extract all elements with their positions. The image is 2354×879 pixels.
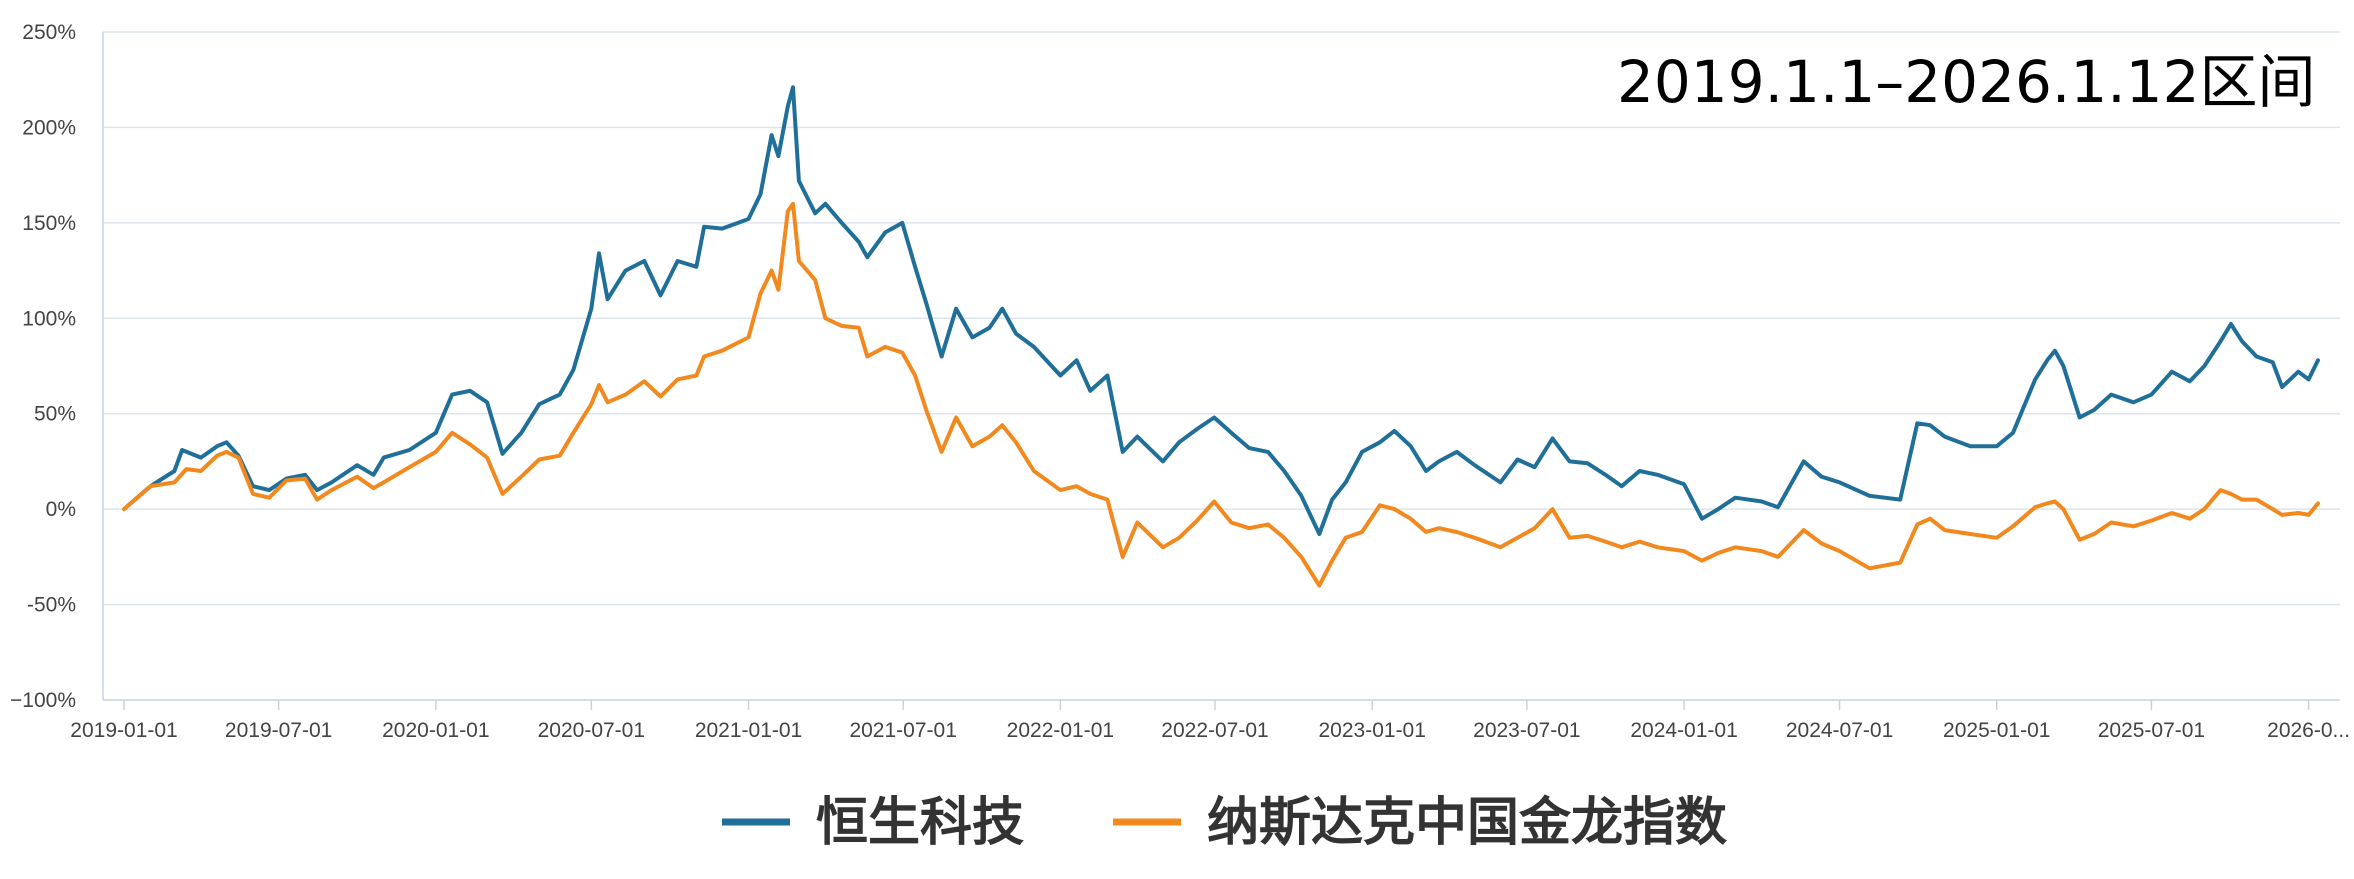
y-tick-label: 250% [22, 21, 76, 44]
legend-label-golden-dragon: 纳斯达克中国金龙指数 [1207, 793, 1727, 853]
x-tick-label: 2024-07-01 [1786, 719, 1893, 742]
period-annotation: 2019.1.1–2026.1.12区间 [1617, 48, 2315, 116]
series-lines [122, 85, 2320, 588]
y-tick-label: 100% [22, 307, 76, 330]
x-tick-label: 2023-07-01 [1473, 719, 1580, 742]
x-tick-label: 2021-01-01 [695, 719, 802, 742]
legend-label-hstech: 恒生科技 [816, 793, 1024, 853]
x-tick-label: 2020-01-01 [382, 719, 489, 742]
series-line-1 [122, 201, 2320, 588]
y-tick-label: 150% [22, 212, 76, 235]
x-tick-label: 2020-07-01 [538, 719, 645, 742]
x-tick-label: 2019-07-01 [225, 719, 332, 742]
x-tick-label: 2026-0... [2267, 719, 2350, 742]
grid-lines [103, 31, 2340, 606]
axes [102, 32, 2340, 701]
x-tick-label: 2021-07-01 [849, 719, 956, 742]
x-tick-label: 2025-07-01 [2098, 719, 2205, 742]
x-tick-label: 2023-01-01 [1319, 719, 1426, 742]
y-tick-label: 200% [22, 116, 76, 139]
x-tick-label: 2024-01-01 [1630, 719, 1737, 742]
series-line-0 [122, 85, 2320, 536]
x-tick-label: 2025-01-01 [1943, 719, 2050, 742]
legend: 恒生科技 纳斯达克中国金龙指数 [722, 793, 1727, 853]
x-tick-label: 2019-01-01 [70, 719, 177, 742]
y-tick-labels: −100% -50% 0% 50% 100% 150% 200% 250% [10, 21, 76, 712]
y-tick-label: 50% [34, 403, 76, 426]
y-tick-label: 0% [46, 498, 76, 521]
y-tick-label: -50% [27, 594, 76, 617]
x-tick-labels: 2019-01-01 2019-07-01 2020-01-01 2020-07-01… [70, 700, 2350, 742]
y-tick-label: −100% [10, 689, 76, 712]
x-tick-label: 2022-07-01 [1161, 719, 1268, 742]
x-tick-label: 2022-01-01 [1007, 719, 1114, 742]
